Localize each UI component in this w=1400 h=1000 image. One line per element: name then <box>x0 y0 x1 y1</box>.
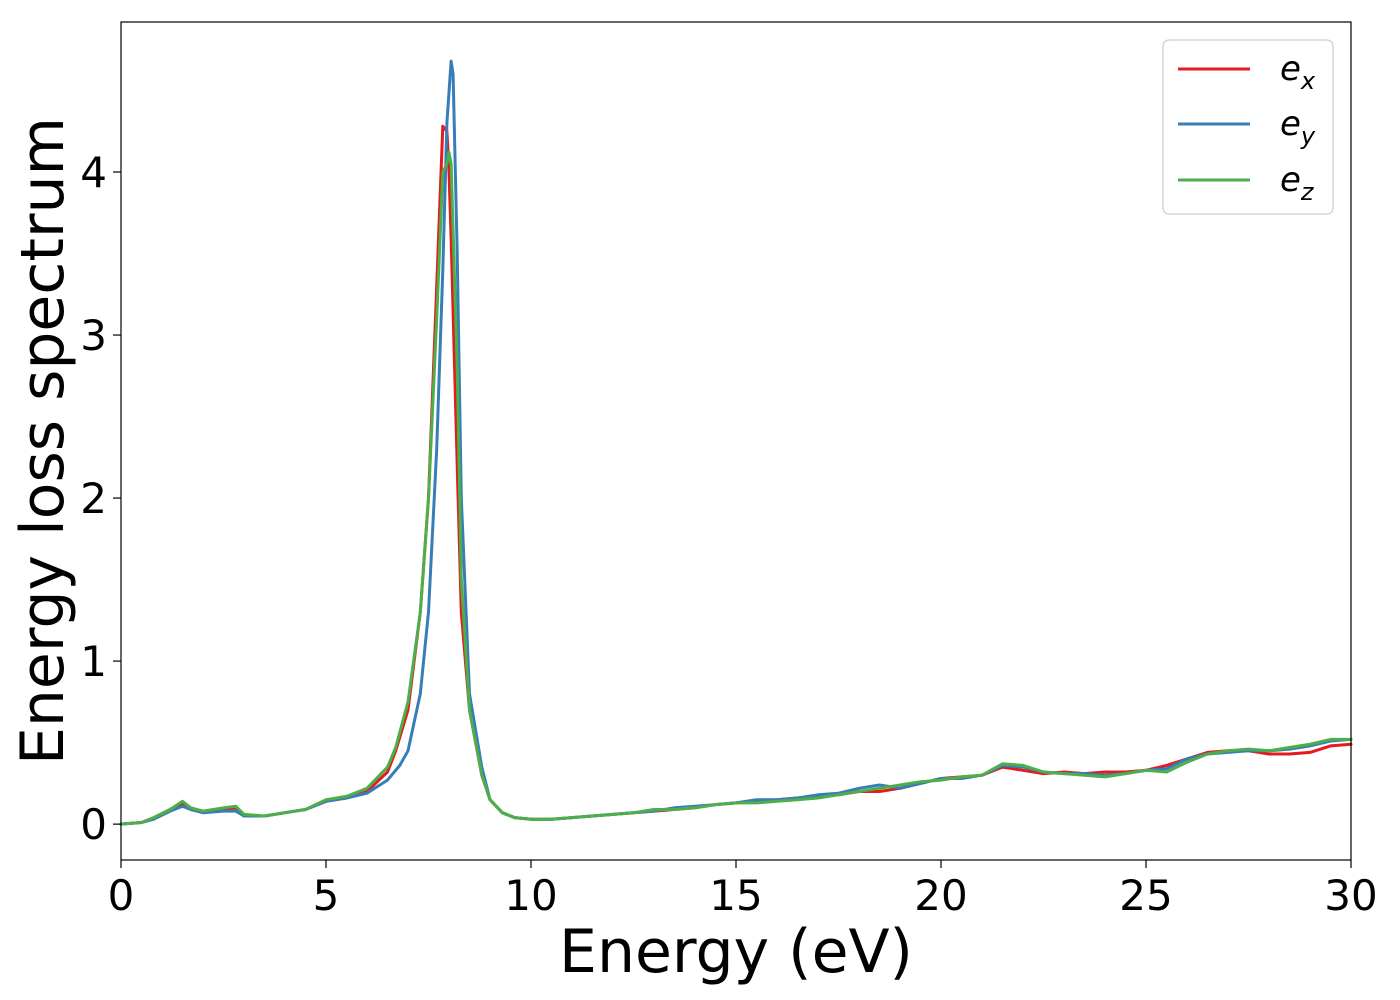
y-tick-label: 2 <box>80 474 107 523</box>
x-axis-title: Energy (eV) <box>559 917 913 987</box>
legend-box <box>1162 39 1334 215</box>
y-tick-label: 3 <box>80 311 107 360</box>
x-tick-label: 0 <box>108 871 135 920</box>
y-axis: 0 1 2 3 4 <box>80 148 121 849</box>
legend-label-y: ey <box>1280 104 1316 150</box>
x-tick-label: 10 <box>504 871 557 920</box>
x-axis: 0 5 10 15 20 25 30 <box>108 860 1378 920</box>
x-tick-label: 15 <box>709 871 762 920</box>
y-tick-label: 4 <box>80 148 107 197</box>
x-tick-label: 25 <box>1119 871 1172 920</box>
y-tick-label: 1 <box>80 637 107 686</box>
series-line-z <box>119 150 1353 826</box>
x-tick-label: 30 <box>1324 871 1377 920</box>
series-layer <box>119 59 1353 826</box>
x-tick-label: 5 <box>313 871 340 920</box>
y-axis-title: Energy loss spectrum <box>8 117 78 765</box>
x-tick-label: 20 <box>914 871 967 920</box>
legend-label-x: ex <box>1280 49 1316 95</box>
y-tick-label: 0 <box>80 800 107 849</box>
